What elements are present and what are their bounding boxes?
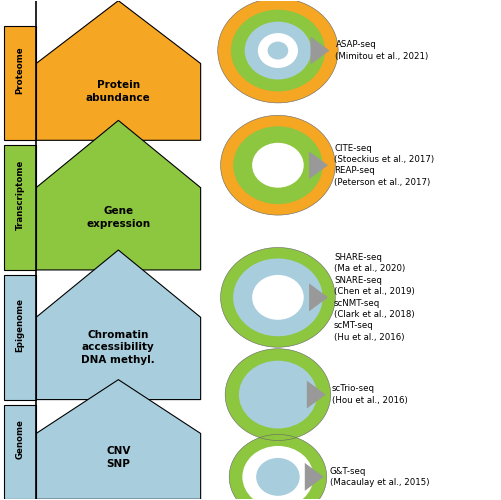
Ellipse shape [252,143,304,188]
Polygon shape [309,284,328,312]
Polygon shape [36,120,200,270]
Polygon shape [36,0,200,140]
Text: Proteome: Proteome [16,46,25,94]
Ellipse shape [268,42,288,60]
Polygon shape [309,152,328,179]
Ellipse shape [225,348,331,440]
Text: CNV
SNP: CNV SNP [106,446,131,468]
Ellipse shape [231,10,325,92]
Ellipse shape [233,126,323,204]
Text: scTrio-seq
(Hou et al., 2016): scTrio-seq (Hou et al., 2016) [332,384,407,405]
Polygon shape [307,380,326,408]
Ellipse shape [244,22,311,80]
Text: Gene
expression: Gene expression [86,206,150,229]
Text: Chromatin
accessibility
DNA methyl.: Chromatin accessibility DNA methyl. [82,330,155,364]
Ellipse shape [229,434,327,500]
Ellipse shape [258,33,298,68]
Ellipse shape [242,446,314,500]
Text: Transcriptome: Transcriptome [16,160,25,230]
Text: Epigenome: Epigenome [16,298,25,352]
Polygon shape [305,463,324,491]
Text: ASAP-seq
(Mimitou et al., 2021): ASAP-seq (Mimitou et al., 2021) [336,40,429,61]
Ellipse shape [256,458,300,496]
Polygon shape [36,250,200,400]
Ellipse shape [239,360,317,428]
Polygon shape [311,36,330,64]
Ellipse shape [218,0,338,103]
Text: SHARE-seq
(Ma et al., 2020)
SNARE-seq
(Chen et al., 2019)
scNMT-seq
(Clark et al: SHARE-seq (Ma et al., 2020) SNARE-seq (C… [334,253,415,342]
Text: Genome: Genome [16,420,25,460]
Ellipse shape [252,275,304,320]
Ellipse shape [233,258,323,336]
Polygon shape [4,146,36,270]
Text: G&T-seq
(Macaulay et al., 2015): G&T-seq (Macaulay et al., 2015) [330,466,429,487]
Polygon shape [36,380,200,500]
Text: CITE-seq
(Stoeckius et al., 2017)
REAP-seq
(Peterson et al., 2017): CITE-seq (Stoeckius et al., 2017) REAP-s… [334,144,434,187]
Polygon shape [4,404,36,500]
Ellipse shape [220,116,335,215]
Ellipse shape [220,248,335,347]
Polygon shape [4,275,36,400]
Polygon shape [4,26,36,140]
Text: Protein
abundance: Protein abundance [86,80,151,102]
